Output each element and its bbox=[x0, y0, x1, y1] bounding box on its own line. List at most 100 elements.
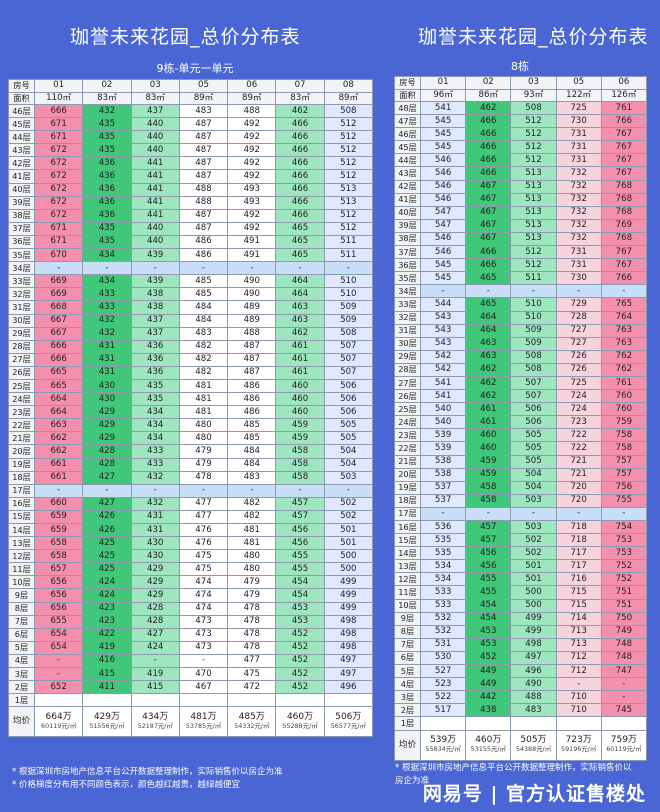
price-cell: 464 bbox=[465, 323, 512, 338]
price-cell: 767 bbox=[600, 258, 647, 273]
unit-header-row: 房号 01 02 03 05 06 07 08 bbox=[8, 79, 373, 93]
table-row: 10层 656 424 429 474 479 454 499 bbox=[8, 575, 373, 590]
floor-label: 16层 bbox=[8, 496, 35, 511]
price-cell: 725 bbox=[555, 375, 602, 391]
table-row: 13层 658 425 430 476 481 456 501 bbox=[8, 536, 373, 551]
floor-label: 19层 bbox=[394, 480, 421, 495]
price-cell: 480 bbox=[178, 431, 229, 446]
price-cell: 425 bbox=[82, 562, 132, 577]
price-cell: 432 bbox=[82, 313, 132, 328]
table-row: 31层 668 433 438 484 489 463 509 bbox=[8, 300, 373, 315]
price-cell: 434 bbox=[130, 405, 180, 420]
price-cell: 434 bbox=[82, 274, 132, 289]
floor-label: 7层 bbox=[394, 637, 421, 652]
table-row: 6层 654 422 427 473 478 452 498 bbox=[8, 627, 373, 642]
price-cell: 465 bbox=[275, 248, 325, 263]
floor-label: 22层 bbox=[8, 418, 35, 433]
price-cell: 543 bbox=[419, 336, 467, 351]
table-row: 34层 - - - - - - - bbox=[8, 261, 373, 276]
table-row: 46层 666 432 437 483 488 462 508 bbox=[8, 103, 373, 119]
table-row: 41层 672 436 441 487 492 466 512 bbox=[8, 169, 373, 184]
price-cell: 472 bbox=[227, 680, 277, 695]
price-cell: 727 bbox=[555, 323, 602, 338]
table-row: 14层 535 456 502 717 753 bbox=[394, 546, 647, 561]
table-row: 9层 656 424 429 474 479 454 499 bbox=[8, 588, 373, 603]
price-cell: 505 bbox=[510, 441, 557, 456]
table-row: 7层 655 423 428 473 478 453 498 bbox=[8, 614, 373, 629]
price-cell: 545 bbox=[419, 140, 467, 155]
price-cell: 750 bbox=[600, 611, 647, 626]
table-row: 38层 672 436 441 487 492 466 512 bbox=[8, 208, 373, 223]
price-cell: 757 bbox=[600, 467, 647, 482]
price-cell: 432 bbox=[130, 496, 180, 511]
price-cell: - bbox=[33, 667, 84, 682]
price-cell: 732 bbox=[555, 218, 602, 233]
price-cell: 767 bbox=[600, 140, 647, 155]
price-cell: 513 bbox=[510, 205, 557, 220]
table-row: 29层 542 463 508 726 762 bbox=[394, 349, 647, 364]
price-cell: 415 bbox=[130, 680, 180, 695]
price-cell bbox=[419, 716, 467, 731]
table-row: 35层 670 434 439 486 491 465 511 bbox=[8, 248, 373, 263]
price-cell: 510 bbox=[510, 310, 557, 325]
floor-label: 44层 bbox=[8, 130, 35, 145]
price-cell: 438 bbox=[130, 300, 180, 315]
price-cell: 474 bbox=[178, 601, 229, 616]
note-line: * 根据深圳市房地产信息平台公开数据整理制作，实际销售价以房企为准 bbox=[12, 767, 283, 777]
price-cell: 487 bbox=[178, 143, 229, 158]
price-cell: 668 bbox=[33, 300, 84, 315]
table-row: 8层 656 423 428 474 478 453 499 bbox=[8, 601, 373, 616]
price-cell: 499 bbox=[323, 601, 373, 616]
average-total: 723万 bbox=[565, 735, 592, 745]
table-row: 42层 546 467 513 732 768 bbox=[394, 179, 647, 194]
unit-area: 122㎡ bbox=[555, 88, 602, 102]
floor-label: 2层 bbox=[8, 680, 35, 695]
unit-number: 02 bbox=[465, 76, 512, 90]
price-cell: 456 bbox=[275, 522, 325, 538]
floor-label: 40层 bbox=[394, 205, 421, 220]
price-cell: 492 bbox=[227, 169, 277, 184]
price-cell: 506 bbox=[323, 392, 373, 407]
price-cell: 485 bbox=[227, 431, 277, 446]
price-cell: 426 bbox=[82, 522, 132, 538]
price-cell: 455 bbox=[275, 549, 325, 564]
price-cell: 539 bbox=[419, 428, 467, 443]
price-cell: 758 bbox=[600, 428, 647, 443]
price-cell: 505 bbox=[323, 418, 373, 433]
price-cell: 452 bbox=[275, 667, 325, 682]
price-cell: 465 bbox=[275, 234, 325, 250]
floor-label: 38层 bbox=[394, 231, 421, 247]
price-cell: 496 bbox=[510, 664, 557, 679]
average-unit-price: 54332元/㎡ bbox=[234, 721, 270, 730]
price-cell: 731 bbox=[555, 245, 602, 260]
price-cell: 467 bbox=[465, 192, 512, 207]
price-cell: 466 bbox=[465, 166, 512, 181]
floor-label: 30层 bbox=[8, 313, 35, 328]
price-cell: 531 bbox=[419, 637, 467, 652]
table-row: 31层 543 464 509 727 763 bbox=[394, 323, 647, 338]
floor-label: 29层 bbox=[8, 326, 35, 341]
price-cell: 672 bbox=[33, 143, 84, 158]
price-cell: 662 bbox=[33, 444, 84, 459]
price-cell: 512 bbox=[323, 221, 373, 236]
floor-label: 29层 bbox=[394, 349, 421, 364]
floor-label: 31层 bbox=[8, 300, 35, 315]
price-cell: 501 bbox=[510, 572, 557, 587]
price-cell: 428 bbox=[130, 601, 180, 616]
price-cell: 463 bbox=[275, 300, 325, 315]
price-cell: 461 bbox=[275, 352, 325, 367]
table-row: 29层 667 432 437 483 488 462 508 bbox=[8, 326, 373, 341]
price-cell: - bbox=[82, 483, 132, 498]
price-cell: - bbox=[275, 261, 325, 276]
price-cell: 458 bbox=[275, 444, 325, 459]
price-cell: 507 bbox=[323, 352, 373, 367]
floor-label: 4层 bbox=[8, 653, 35, 669]
table-row: 26层 665 431 436 482 487 461 507 bbox=[8, 365, 373, 380]
price-cell: 508 bbox=[510, 362, 557, 377]
price-cell: 466 bbox=[275, 117, 325, 132]
unit-area: 83㎡ bbox=[130, 91, 180, 105]
table-row: 3层 -415 419 470 475 452 497 bbox=[8, 667, 373, 682]
average-unit-price: 53785元/㎡ bbox=[185, 721, 222, 730]
floor-label: 24层 bbox=[394, 415, 421, 430]
price-cell: 725 bbox=[555, 100, 602, 116]
